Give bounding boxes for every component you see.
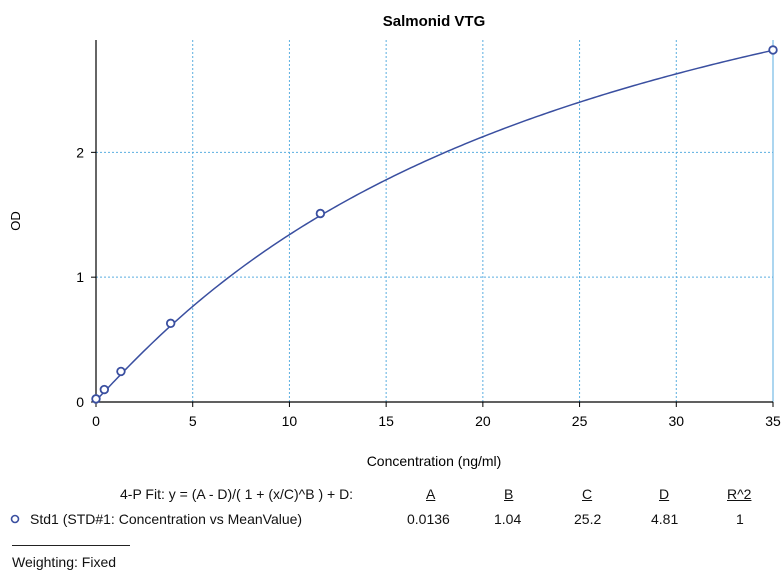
x-tick-label: 30 bbox=[668, 413, 684, 429]
fit-value-d: 4.81 bbox=[651, 511, 679, 527]
x-tick-label: 0 bbox=[92, 413, 100, 429]
x-tick-label: 10 bbox=[282, 413, 298, 429]
fit-header-a: A bbox=[426, 486, 436, 502]
x-axis-label: Concentration (ng/ml) bbox=[367, 453, 502, 469]
data-point bbox=[99, 384, 110, 395]
x-tick-label: 15 bbox=[378, 413, 394, 429]
y-tick-label: 2 bbox=[76, 144, 84, 160]
data-point bbox=[116, 366, 126, 377]
tick-labels: 0 5 10 15 20 25 30 35 0 1 2 bbox=[76, 144, 781, 429]
fit-value-c: 25.2 bbox=[574, 511, 602, 527]
data-point bbox=[315, 208, 326, 219]
x-tick-label: 5 bbox=[189, 413, 197, 429]
weighting-text: Weighting: Fixed bbox=[12, 554, 117, 570]
fit-header-r2: R^2 bbox=[727, 486, 752, 502]
fit-header-c: C bbox=[582, 486, 593, 502]
y-tick-label: 0 bbox=[76, 394, 84, 410]
y-axis-label: OD bbox=[8, 211, 23, 231]
fit-header-b: B bbox=[504, 486, 514, 502]
fit-value-r2: 1 bbox=[736, 511, 744, 527]
weighting-divider bbox=[12, 545, 130, 546]
y-tick-label: 1 bbox=[76, 269, 84, 285]
axes bbox=[91, 40, 774, 407]
x-tick-label: 20 bbox=[475, 413, 491, 429]
series-marker-icon bbox=[10, 514, 20, 524]
data-point bbox=[165, 318, 176, 329]
data-points bbox=[91, 45, 778, 404]
chart-area: Salmonid VTG 0 5 10 15 20 25 30 35 0 1 2 Concentra… bbox=[8, 13, 781, 469]
fit-header-d: D bbox=[659, 486, 670, 502]
data-point bbox=[768, 45, 778, 55]
fit-equation: 4-P Fit: y = (A - D)/( 1 + (x/C)^B ) + D… bbox=[120, 486, 354, 502]
x-tick-label: 35 bbox=[765, 413, 781, 429]
fit-curve bbox=[95, 49, 774, 401]
fit-value-b: 1.04 bbox=[494, 511, 522, 527]
data-point bbox=[91, 394, 101, 404]
fit-value-a: 0.0136 bbox=[407, 511, 450, 527]
chart-title: Salmonid VTG bbox=[383, 13, 486, 30]
series-label: Std1 (STD#1: Concentration vs MeanValue) bbox=[30, 511, 303, 527]
x-tick-label: 25 bbox=[572, 413, 588, 429]
grid bbox=[96, 40, 774, 402]
